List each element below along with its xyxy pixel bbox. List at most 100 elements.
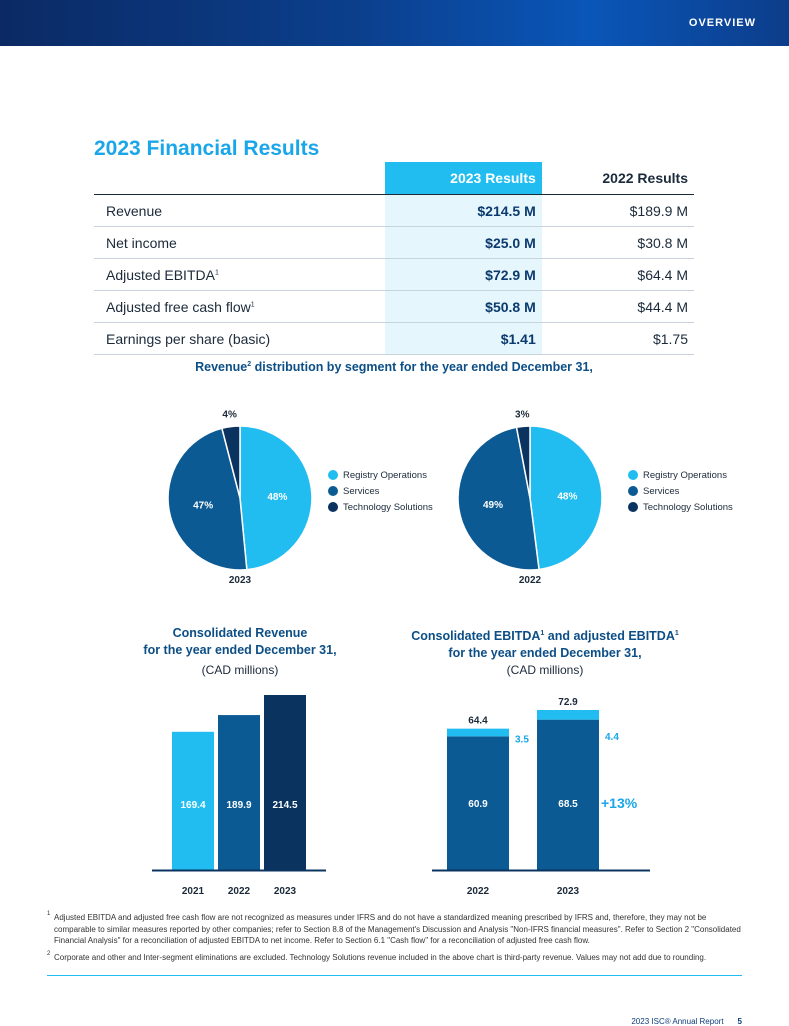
pie-slice-services: [457, 426, 540, 571]
pie-value-label: 47%: [193, 501, 213, 512]
legend-item-services: Services: [628, 483, 733, 499]
table-row: Revenue $214.5 M $189.9 M: [94, 194, 694, 227]
row-label-sup: 1: [214, 268, 219, 276]
legend-dot-icon: [628, 502, 638, 512]
row-current-value: $1.41: [384, 322, 542, 355]
page-number: 5: [737, 1017, 742, 1026]
pie-slice-services: [167, 427, 248, 571]
ebitda-value-label: 60.9: [468, 799, 488, 810]
ebitda-title-a: Consolidated EBITDA: [411, 629, 541, 644]
legend-dot-icon: [328, 486, 338, 496]
page-footer: 2023 ISC® Annual Report 5: [631, 1017, 742, 1026]
revenue-bar-chart: 169.4 2021 189.9 2022 214.5 2023: [152, 695, 326, 897]
pie-year-label: 2023: [229, 575, 252, 586]
footer-divider: [47, 975, 742, 976]
ebitda-value-label: 68.5: [558, 799, 578, 810]
adjustment-bar: [447, 728, 509, 737]
ebitda-unit: (CAD millions): [506, 663, 584, 677]
row-current-value: $25.0 M: [384, 226, 542, 259]
adjustment-value-label: 3.5: [515, 735, 529, 746]
ebitda-year-label: 2022: [467, 886, 490, 897]
legend-label: Registry Operations: [643, 469, 727, 481]
revenue-value-label: 189.9: [226, 800, 251, 811]
revenue-bar: [172, 731, 214, 870]
row-prior-value: $64.4 M: [541, 258, 694, 291]
row-label-sup: 1: [250, 300, 255, 308]
pie-heading-text: Revenue: [195, 360, 248, 374]
table-row: Adjusted EBITDA1 $72.9 M $64.4 M: [94, 258, 694, 291]
legend-dot-icon: [328, 470, 338, 480]
legend-label: Services: [643, 485, 680, 497]
pie-chart-2022: 48% 49% 3% 2022: [457, 409, 603, 586]
table-row: Net income $25.0 M $30.8 M: [94, 226, 694, 259]
legend-2023: Registry Operations Services Technology …: [328, 467, 433, 515]
adjustment-bar: [537, 710, 599, 720]
legend-label: Registry Operations: [343, 469, 427, 481]
ebitda-title-line1: Consolidated EBITDA1 and adjusted EBITDA…: [405, 625, 685, 645]
legend-item-services: Services: [328, 483, 433, 499]
revenue-bar: [218, 715, 260, 870]
legend-dot-icon: [628, 486, 638, 496]
pie-value-label: 48%: [557, 492, 577, 503]
pie-value-label: 48%: [267, 492, 287, 503]
ebitda-bar: [537, 719, 599, 870]
row-label-text: Adjusted EBITDA: [106, 266, 215, 283]
legend-item-registry: Registry Operations: [328, 467, 433, 483]
row-label: Revenue: [94, 194, 385, 227]
pie-section-heading: Revenue2 distribution by segment for the…: [94, 360, 694, 374]
ebitda-bar-chart: 60.9 64.4 3.5 2022 68.5 72.9 4.4 2023 +13%: [432, 697, 650, 897]
pie-year-label: 2022: [519, 575, 542, 586]
table-header-current: 2023 Results: [384, 162, 542, 195]
ebitda-title-b: and adjusted EBITDA: [544, 629, 675, 644]
table-header-row: 2023 Results 2022 Results: [94, 162, 694, 195]
row-label-text: Net income: [106, 234, 177, 251]
table-body: Revenue $214.5 M $189.9 M Net income $25.0 M…: [94, 194, 694, 355]
ebitda-title-line2: for the year ended December 31,: [448, 646, 642, 661]
legend-item-technology: Technology Solutions: [328, 499, 433, 515]
pie-heading-sup: 2: [247, 360, 252, 368]
footnote-1-mark: 1: [47, 911, 51, 917]
header-banner: OVERVIEW: [0, 0, 789, 46]
row-label: Adjusted EBITDA1: [94, 258, 385, 291]
legend-label: Services: [343, 485, 380, 497]
ebitda-bar: [447, 736, 509, 870]
row-label-text: Adjusted free cash flow: [106, 298, 251, 315]
section-label: OVERVIEW: [688, 17, 756, 29]
pie-chart-2023: 48% 47% 4% 2023: [167, 410, 313, 586]
revenue-year-label: 2022: [228, 886, 251, 897]
table-row: Adjusted free cash flow1 $50.8 M $44.4 M: [94, 290, 694, 323]
total-value-label: 72.9: [558, 697, 578, 708]
revenue-value-label: 169.4: [180, 800, 205, 811]
adjustment-value-label: 4.4: [605, 732, 619, 743]
revenue-year-label: 2023: [274, 886, 297, 897]
pie-slice-registry: [239, 425, 313, 571]
ebitda-chart-title: Consolidated EBITDA1 and adjusted EBITDA…: [405, 625, 685, 662]
row-label: Net income: [94, 226, 385, 259]
row-current-value: $214.5 M: [384, 194, 542, 227]
pie-value-label: 3%: [515, 409, 530, 420]
row-prior-value: $30.8 M: [541, 226, 694, 259]
row-prior-value: $44.4 M: [541, 290, 694, 323]
table-header-blank: [94, 162, 385, 195]
row-prior-value: $1.75: [541, 322, 694, 355]
footnote-2-mark: 2: [47, 950, 51, 957]
revenue-unit: (CAD millions): [201, 663, 279, 677]
legend-item-technology: Technology Solutions: [628, 499, 733, 515]
legend-dot-icon: [328, 502, 338, 512]
row-label-text: Earnings per share (basic): [106, 330, 271, 347]
revenue-bar: [264, 695, 306, 870]
row-label: Adjusted free cash flow1: [94, 290, 385, 323]
row-current-value: $50.8 M: [384, 290, 542, 323]
ebitda-title-sup-a: 1: [540, 630, 545, 637]
ebitda-year-label: 2023: [557, 886, 580, 897]
row-current-value: $72.9 M: [384, 258, 542, 291]
row-label-text: Revenue: [106, 202, 163, 219]
table-header-prior: 2022 Results: [602, 170, 688, 186]
footer-report-name: 2023 ISC® Annual Report: [631, 1017, 724, 1026]
pie-value-label: 4%: [222, 410, 237, 421]
pie-slice-technology: [221, 425, 241, 499]
pie-slice-registry: [529, 425, 603, 571]
legend-label: Technology Solutions: [343, 501, 433, 513]
legend-dot-icon: [628, 470, 638, 480]
revenue-value-label: 214.5: [272, 800, 297, 811]
